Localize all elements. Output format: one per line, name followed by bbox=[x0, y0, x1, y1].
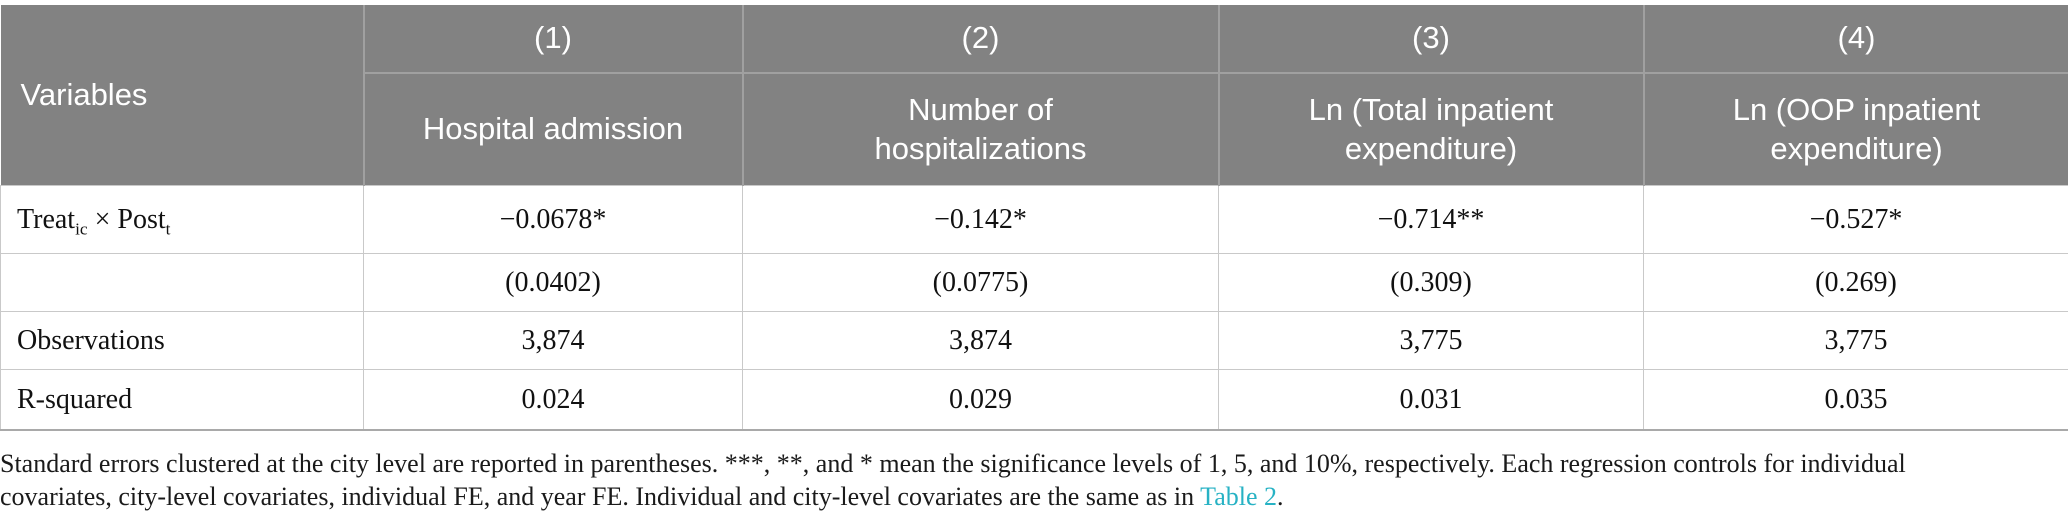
header-col2-number: (2) bbox=[741, 5, 1220, 73]
rsq-col2: 0.029 bbox=[742, 369, 1219, 431]
header-col4-label-line1: Ln (OOP inpatient bbox=[1732, 91, 1981, 127]
header-col2-label-line2: hospitalizations bbox=[874, 130, 1087, 166]
header-col2-label-line1: Number of bbox=[908, 91, 1053, 127]
coef-col1: −0.0678* bbox=[363, 185, 743, 254]
treat-subscript: ic bbox=[75, 219, 88, 239]
rsq-col4: 0.035 bbox=[1643, 369, 2068, 431]
row-label-r-squared: R-squared bbox=[0, 369, 364, 431]
header-col3-label-line2: expenditure) bbox=[1344, 130, 1518, 166]
header-col3-label: Ln (Total inpatient expenditure) bbox=[1217, 72, 1645, 186]
row-label-treat-post: Treatic × Postt bbox=[0, 185, 364, 254]
header-col1-label-line1: Hospital admission bbox=[422, 111, 684, 147]
se-col2: (0.0775) bbox=[742, 253, 1219, 312]
header-variables: Variables bbox=[0, 5, 365, 186]
se-col3: (0.309) bbox=[1218, 253, 1644, 312]
table-footnote: Standard errors clustered at the city le… bbox=[0, 447, 2068, 513]
regression-results-table: Variables (1) (2) (3) (4) Hospital admis… bbox=[0, 5, 2068, 431]
row-coefficient: Treatic × Postt −0.0678* −0.142* −0.714*… bbox=[0, 185, 2068, 254]
rsq-col1: 0.024 bbox=[363, 369, 743, 431]
footnote-line1: Standard errors clustered at the city le… bbox=[0, 449, 1906, 478]
table-body: Treatic × Postt −0.0678* −0.142* −0.714*… bbox=[0, 185, 2068, 431]
treat-label: Treat bbox=[17, 203, 76, 235]
se-col4: (0.269) bbox=[1643, 253, 2068, 312]
times-sign: × bbox=[87, 203, 118, 235]
header-col2-label: Number of hospitalizations bbox=[741, 72, 1220, 186]
post-subscript: t bbox=[165, 219, 171, 239]
header-col3-label-line1: Ln (Total inpatient bbox=[1308, 91, 1554, 127]
footnote-line2-period: . bbox=[1277, 482, 1284, 511]
header-row-labels: Hospital admission Number of hospitaliza… bbox=[1, 72, 2068, 186]
header-col4-number: (4) bbox=[1642, 5, 2068, 73]
footnote-line2-text: covariates, city-level covariates, indiv… bbox=[0, 482, 1201, 511]
se-col1: (0.0402) bbox=[363, 253, 743, 312]
row-r-squared: R-squared 0.024 0.029 0.031 0.035 bbox=[0, 369, 2068, 431]
coef-col3: −0.714** bbox=[1218, 185, 1644, 254]
header-col4-label: Ln (OOP inpatient expenditure) bbox=[1642, 72, 2068, 186]
post-label: Post bbox=[117, 203, 166, 235]
header-col4-label-line2: expenditure) bbox=[1770, 130, 1943, 166]
coef-col2: −0.142* bbox=[742, 185, 1219, 254]
row-standard-errors: (0.0402) (0.0775) (0.309) (0.269) bbox=[0, 253, 2068, 312]
rsq-col3: 0.031 bbox=[1218, 369, 1644, 431]
header-col3-number: (3) bbox=[1217, 5, 1645, 73]
table-header: Variables (1) (2) (3) (4) Hospital admis… bbox=[0, 5, 2068, 186]
obs-col4: 3,775 bbox=[1643, 311, 2068, 370]
obs-col2: 3,874 bbox=[742, 311, 1219, 370]
row-observations: Observations 3,874 3,874 3,775 3,775 bbox=[0, 311, 2068, 370]
row-label-observations: Observations bbox=[0, 311, 364, 370]
row-label-empty bbox=[0, 253, 364, 312]
header-row-numbers: Variables (1) (2) (3) (4) bbox=[0, 5, 2068, 186]
header-col1-number: (1) bbox=[362, 5, 744, 73]
coef-col4: −0.527* bbox=[1643, 185, 2068, 254]
obs-col3: 3,775 bbox=[1218, 311, 1644, 370]
obs-col1: 3,874 bbox=[363, 311, 743, 370]
footnote-line2: covariates, city-level covariates, indiv… bbox=[0, 480, 2068, 513]
header-col1-label: Hospital admission bbox=[362, 72, 744, 186]
table-2-link[interactable]: Table 2 bbox=[1200, 482, 1278, 511]
